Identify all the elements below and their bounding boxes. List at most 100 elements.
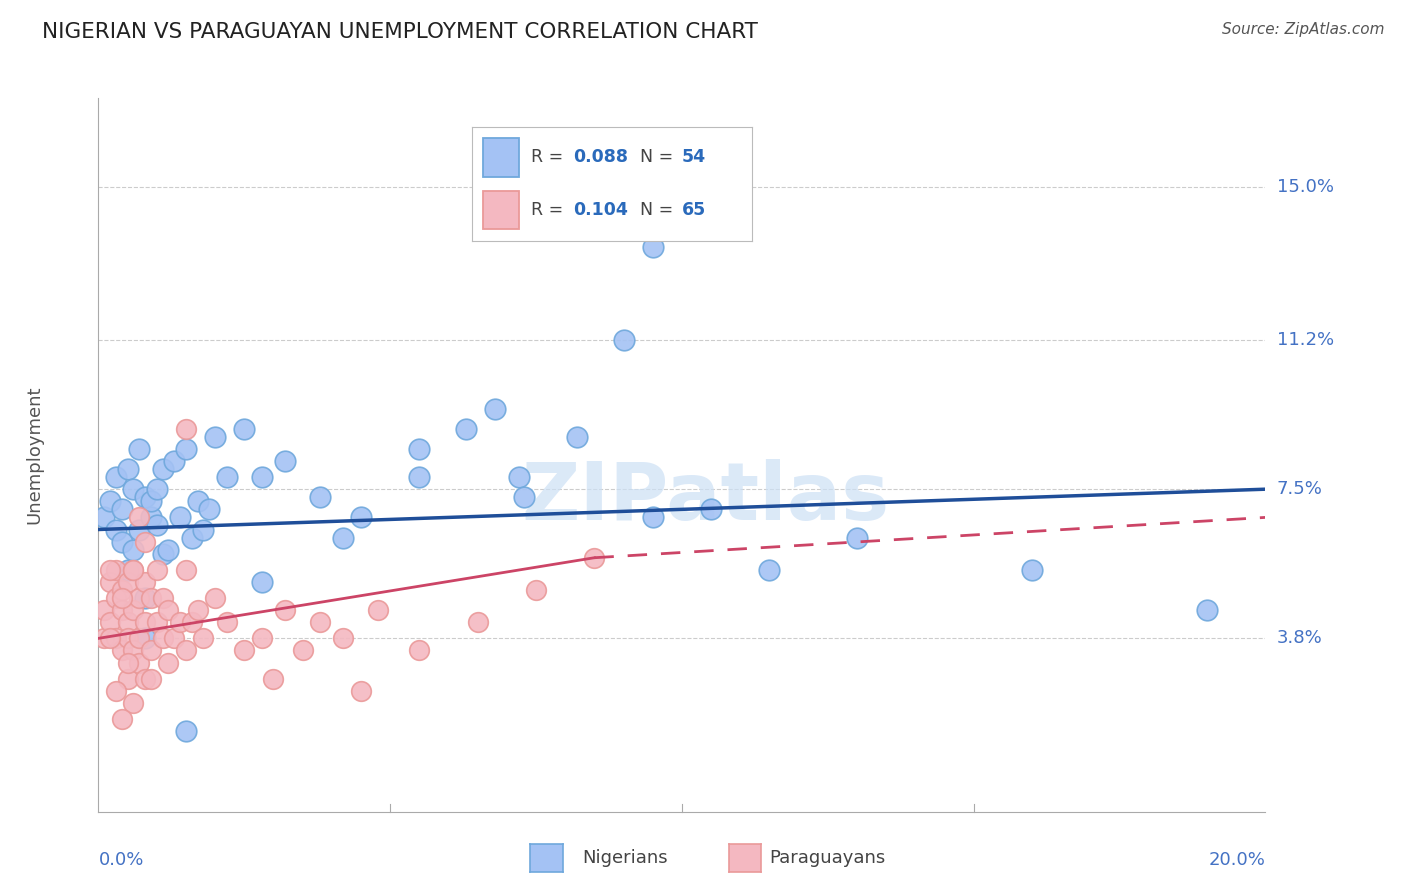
Point [146, 615, 169, 630]
Point [128, 510, 150, 524]
Point [250, 632, 273, 646]
Point [508, 470, 530, 484]
Point [250, 470, 273, 484]
Point [565, 430, 588, 444]
Point [350, 683, 373, 698]
Point [122, 696, 145, 710]
Text: 7.5%: 7.5% [1277, 480, 1323, 499]
Text: 15.0%: 15.0% [1277, 178, 1333, 196]
Point [204, 430, 226, 444]
Point [198, 502, 221, 516]
Point [215, 615, 238, 630]
Point [104, 591, 127, 605]
Point [104, 523, 127, 537]
Point [1195, 603, 1218, 617]
Point [180, 615, 202, 630]
Point [332, 531, 354, 545]
Point [484, 401, 506, 416]
Point [111, 534, 134, 549]
Point [139, 510, 162, 524]
Point [408, 442, 430, 456]
Point [641, 510, 664, 524]
Point [467, 615, 489, 630]
Text: ZIPatlas: ZIPatlas [522, 458, 890, 537]
Point [193, 523, 215, 537]
Point [128, 632, 150, 646]
Point [134, 574, 156, 589]
Point [157, 603, 180, 617]
Point [350, 510, 373, 524]
Point [157, 542, 180, 557]
Point [845, 531, 868, 545]
Point [146, 563, 169, 577]
Point [250, 574, 273, 589]
Point [513, 490, 536, 504]
Text: Unemployment: Unemployment [25, 385, 44, 524]
Point [134, 534, 156, 549]
Point [134, 632, 156, 646]
Point [163, 632, 186, 646]
Point [758, 563, 780, 577]
Point [180, 531, 202, 545]
Point [157, 656, 180, 670]
Point [169, 615, 191, 630]
Point [139, 494, 162, 508]
Point [152, 632, 174, 646]
Text: Nigerians: Nigerians [582, 849, 668, 867]
Point [111, 603, 134, 617]
Point [111, 712, 134, 726]
Point [174, 422, 197, 436]
Point [187, 603, 209, 617]
Point [122, 482, 145, 496]
Point [128, 442, 150, 456]
Point [111, 582, 134, 597]
Text: NIGERIAN VS PARAGUAYAN UNEMPLOYMENT CORRELATION CHART: NIGERIAN VS PARAGUAYAN UNEMPLOYMENT CORR… [42, 22, 758, 42]
Point [454, 422, 477, 436]
Point [98, 615, 121, 630]
Point [309, 615, 332, 630]
Text: 0.0%: 0.0% [98, 851, 143, 869]
Point [104, 563, 127, 577]
Point [612, 333, 634, 347]
Point [408, 470, 430, 484]
Point [104, 683, 127, 698]
Point [98, 563, 121, 577]
Point [146, 518, 169, 533]
Point [117, 615, 139, 630]
Point [117, 462, 139, 476]
Point [152, 462, 174, 476]
Point [152, 547, 174, 561]
Point [128, 656, 150, 670]
Point [408, 643, 430, 657]
Point [174, 724, 197, 739]
Text: Source: ZipAtlas.com: Source: ZipAtlas.com [1222, 22, 1385, 37]
Point [98, 632, 121, 646]
Point [117, 672, 139, 686]
Point [134, 591, 156, 605]
Text: 11.2%: 11.2% [1277, 331, 1334, 349]
Point [134, 672, 156, 686]
Point [93, 603, 115, 617]
Point [111, 502, 134, 516]
Point [117, 656, 139, 670]
Point [174, 442, 197, 456]
Point [233, 643, 256, 657]
Point [174, 643, 197, 657]
Point [122, 542, 145, 557]
Point [274, 454, 297, 468]
Point [146, 482, 169, 496]
Point [187, 494, 209, 508]
Point [93, 510, 115, 524]
Point [262, 672, 284, 686]
Point [215, 470, 238, 484]
Point [291, 643, 314, 657]
Point [128, 591, 150, 605]
Point [111, 591, 134, 605]
Point [1021, 563, 1043, 577]
Point [163, 454, 186, 468]
Point [204, 591, 226, 605]
Point [98, 494, 121, 508]
Point [139, 591, 162, 605]
Point [583, 550, 606, 565]
Point [139, 672, 162, 686]
